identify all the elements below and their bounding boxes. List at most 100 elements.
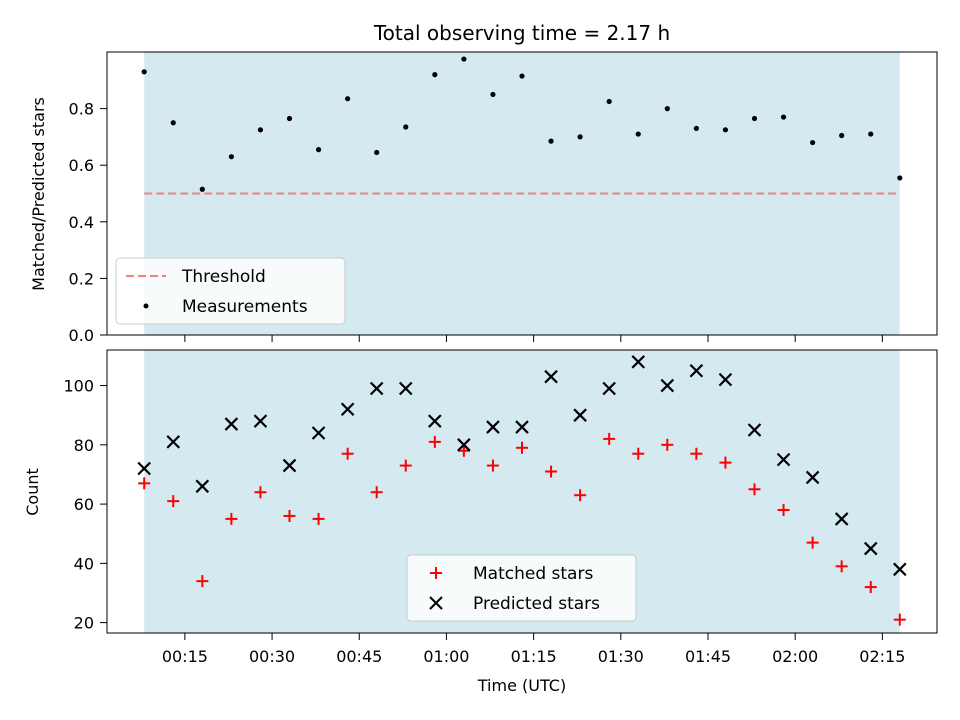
measurement-point xyxy=(257,127,264,133)
matched-star-point xyxy=(254,486,267,499)
count-y-axis-label: Count xyxy=(23,468,42,516)
measurement-point xyxy=(519,73,525,79)
matched-star-point xyxy=(341,447,354,460)
measurement-point xyxy=(635,131,641,137)
matched-star-point xyxy=(748,483,761,496)
x-tick-label: 00:15 xyxy=(162,647,208,666)
count-legend: Matched stars Predicted stars xyxy=(406,554,637,622)
measurement-point xyxy=(286,115,293,122)
measurement-point xyxy=(810,139,816,146)
predicted-star-point xyxy=(689,363,704,378)
predicted-star-point xyxy=(515,420,529,434)
x-tick-label: 01:00 xyxy=(423,647,469,666)
matched-star-point xyxy=(574,489,587,502)
legend-matched-swatch xyxy=(430,567,442,579)
measurement-point xyxy=(490,91,496,98)
predicted-star-point xyxy=(457,438,471,452)
matched-star-point xyxy=(312,512,325,525)
ratio-y-tick-label: 0.0 xyxy=(69,326,94,345)
measurement-point xyxy=(780,114,787,120)
predicted-star-point xyxy=(253,414,268,428)
measurement-point xyxy=(751,115,758,122)
x-tick-label: 02:15 xyxy=(859,647,905,666)
ratio-panel-frame xyxy=(106,51,938,336)
matched-star-point xyxy=(196,575,209,588)
matched-star-point xyxy=(138,477,151,490)
predicted-star-point xyxy=(311,426,326,440)
predicted-star-point xyxy=(137,461,151,476)
measurement-point xyxy=(228,154,234,160)
x-tick-label: 01:45 xyxy=(685,647,731,666)
matched-star-point xyxy=(399,459,412,472)
matched-star-point xyxy=(428,435,441,448)
measurement-point xyxy=(141,69,147,75)
measurement-point xyxy=(199,186,205,192)
predicted-star-point xyxy=(282,458,297,473)
legend-threshold-label: Threshold xyxy=(181,267,266,287)
measurement-point xyxy=(461,56,467,62)
measurement-point xyxy=(577,134,583,140)
legend-predicted-label: Predicted stars xyxy=(473,594,600,614)
ratio-legend-box xyxy=(115,257,346,325)
measurement-point xyxy=(664,106,670,112)
predicted-star-point xyxy=(631,355,646,369)
matched-star-point xyxy=(486,459,499,472)
predicted-star-point xyxy=(573,408,587,422)
predicted-star-point xyxy=(660,378,675,393)
ratio-y-axis-label: Matched/Predicted stars xyxy=(29,97,48,291)
measurement-point xyxy=(839,132,845,139)
count-panel: 20 40 60 80 100 00:15 00:30 00:45 01:00 01:15 01:… xyxy=(23,349,938,695)
predicted-star-point xyxy=(863,541,878,556)
x-tick-label: 02:00 xyxy=(772,647,818,666)
predicted-star-point xyxy=(195,479,210,494)
ratio-y-tick-label: 0.4 xyxy=(69,213,94,232)
measurement-point xyxy=(548,138,554,144)
measurement-point xyxy=(693,125,699,132)
matched-star-point xyxy=(661,438,674,451)
legend-matched-label: Matched stars xyxy=(473,564,593,584)
predicted-star-point xyxy=(805,470,820,485)
count-legend-box xyxy=(406,554,637,622)
matched-star-point xyxy=(545,465,558,478)
matched-star-point xyxy=(777,504,790,517)
matched-star-point xyxy=(893,613,906,626)
measurement-point xyxy=(315,147,322,153)
matched-star-point xyxy=(167,495,180,508)
matched-star-point xyxy=(806,536,819,549)
matched-star-point xyxy=(516,441,528,454)
matched-star-point xyxy=(603,432,616,445)
count-y-tick-label: 100 xyxy=(63,377,94,396)
chart-title: Total observing time = 2.17 h xyxy=(373,21,670,45)
predicted-star-point xyxy=(834,512,849,526)
predicted-star-point xyxy=(544,369,558,384)
x-tick-label: 00:45 xyxy=(336,647,382,666)
predicted-star-point xyxy=(776,452,791,467)
predicted-star-point xyxy=(166,435,181,449)
measurement-point xyxy=(432,72,438,78)
ratio-y-tick-label: 0.6 xyxy=(69,156,94,175)
count-panel-frame xyxy=(106,349,938,634)
x-tick-label: 01:15 xyxy=(511,647,557,666)
predicted-star-point xyxy=(602,381,616,396)
matched-star-point xyxy=(690,447,703,460)
measurement-point xyxy=(722,127,729,133)
matched-star-point xyxy=(632,447,645,460)
ratio-legend: Threshold Measurements xyxy=(115,257,346,325)
predicted-star-point xyxy=(398,381,413,396)
measurement-point xyxy=(606,98,612,105)
legend-measurements-label: Measurements xyxy=(182,297,308,317)
measurement-point xyxy=(374,149,380,156)
legend-measurements-swatch xyxy=(143,303,149,309)
predicted-star-point xyxy=(340,402,355,417)
legend-predicted-swatch xyxy=(429,596,443,610)
ratio-panel: 0.0 0.2 0.4 0.6 0.8 Total observing time = 2… xyxy=(29,21,938,345)
count-y-tick-label: 60 xyxy=(74,495,94,514)
measurement-point xyxy=(345,96,351,102)
matched-star-point xyxy=(225,512,238,525)
count-y-tick-label: 80 xyxy=(74,436,94,455)
x-axis-label: Time (UTC) xyxy=(477,676,566,695)
count-y-tick-label: 40 xyxy=(74,554,94,573)
x-tick-label: 00:30 xyxy=(249,647,295,666)
ratio-y-tick-label: 0.8 xyxy=(69,100,94,119)
measurement-point xyxy=(897,175,903,181)
